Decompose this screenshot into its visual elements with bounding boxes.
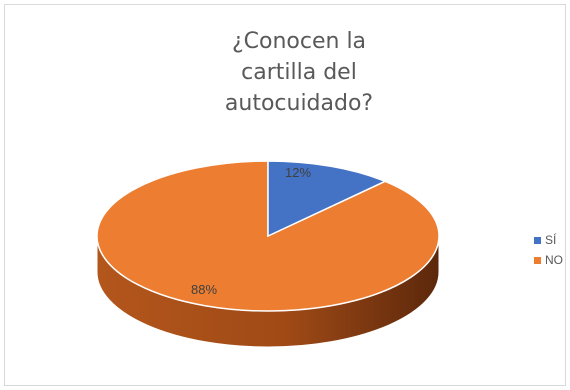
legend-swatch-si (534, 236, 541, 244)
data-label-no: 88% (191, 282, 217, 297)
legend-swatch-no (534, 256, 541, 264)
legend-item-si: SÍ (534, 230, 563, 250)
chart-title: ¿Conocen la cartilla del autocuidado? (224, 29, 374, 116)
legend-item-no: NO (534, 250, 563, 270)
pie-slice-si (267, 160, 387, 238)
legend: SÍ NO (534, 230, 563, 270)
legend-label-si: SÍ (545, 233, 557, 247)
data-label-si: 12% (285, 165, 311, 180)
pie-slice-no (96, 160, 440, 312)
legend-label-no: NO (545, 253, 563, 267)
